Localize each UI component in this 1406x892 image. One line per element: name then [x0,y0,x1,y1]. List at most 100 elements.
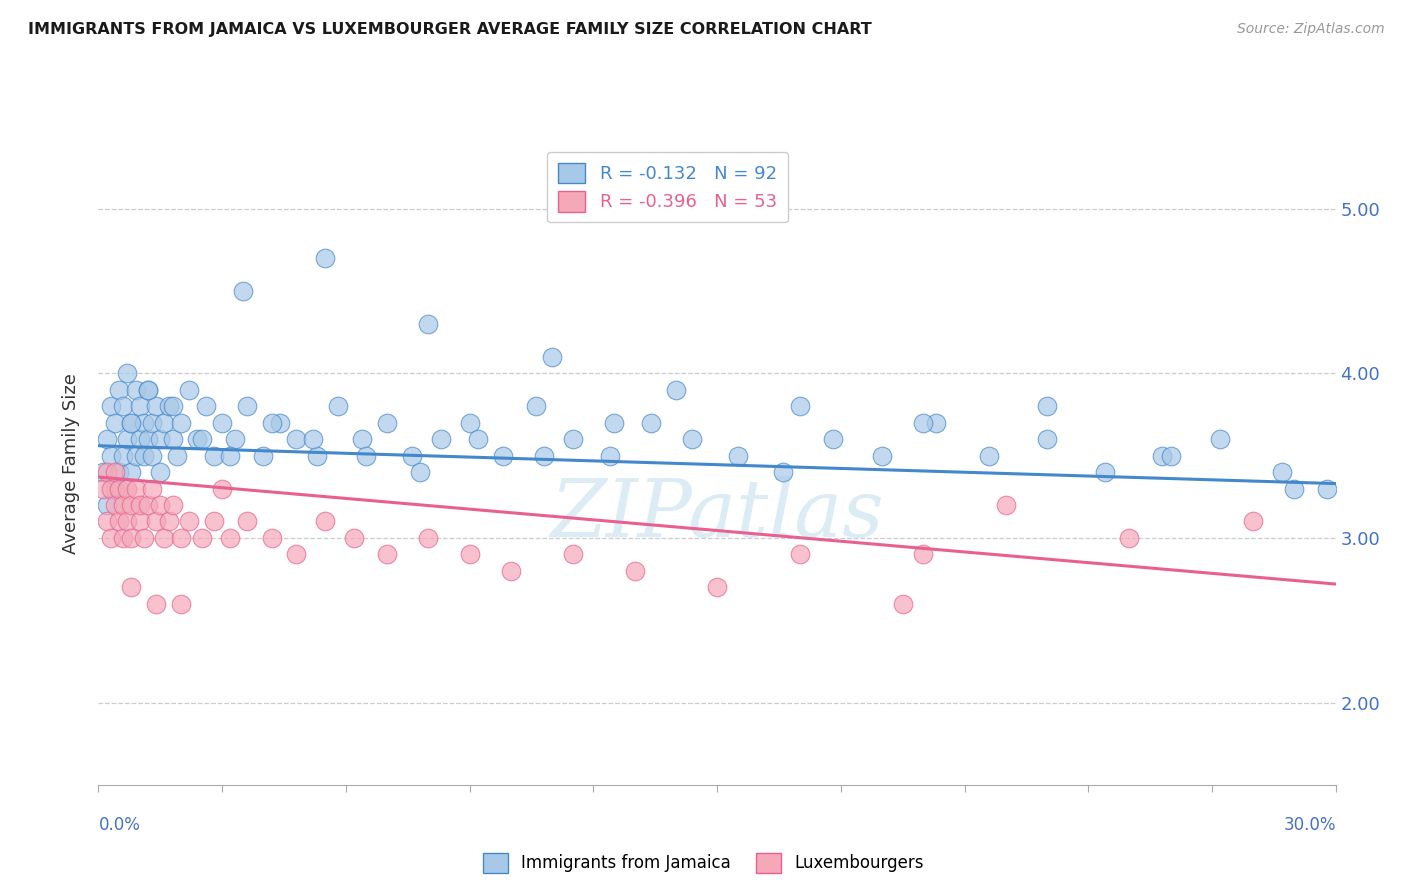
Point [170,597,193,611]
Point [870,449,893,463]
Point [120,580,142,594]
Point [145,399,167,413]
Point [117,482,139,496]
Point [409,465,432,479]
Point [211,416,233,430]
Point [211,482,233,496]
Point [232,284,254,298]
Point [458,548,481,562]
Point [153,531,176,545]
Point [305,449,328,463]
Point [561,432,583,446]
Point [132,449,155,463]
Point [149,465,172,479]
Point [145,597,167,611]
Point [302,432,325,446]
Point [912,548,935,562]
Point [91,465,114,479]
Point [236,515,259,529]
Point [1036,399,1059,413]
Point [706,580,728,594]
Text: Source: ZipAtlas.com: Source: ZipAtlas.com [1237,22,1385,37]
Point [224,432,246,446]
Point [219,449,242,463]
Point [343,531,366,545]
Y-axis label: Average Family Size: Average Family Size [62,374,80,554]
Point [157,399,180,413]
Point [665,383,688,397]
Point [499,564,522,578]
Point [190,432,212,446]
Text: 0.0%: 0.0% [98,816,141,834]
Point [467,432,489,446]
Point [162,432,184,446]
Point [314,515,336,529]
Point [112,531,135,545]
Point [100,482,122,496]
Point [375,416,398,430]
Point [120,465,142,479]
Point [640,416,662,430]
Point [108,515,131,529]
Point [124,383,146,397]
Point [186,432,208,446]
Point [912,416,935,430]
Point [924,416,946,430]
Point [128,432,150,446]
Point [603,416,626,430]
Point [1271,465,1294,479]
Point [429,432,451,446]
Point [260,416,283,430]
Point [1316,482,1339,496]
Point [599,449,621,463]
Point [104,465,127,479]
Point [1160,449,1182,463]
Point [285,432,308,446]
Point [136,383,159,397]
Point [821,432,844,446]
Point [260,531,283,545]
Point [153,416,176,430]
Point [194,399,217,413]
Point [352,432,374,446]
Point [100,399,122,413]
Point [179,515,201,529]
Point [120,416,142,430]
Point [356,449,378,463]
Point [418,531,440,545]
Point [136,432,159,446]
Point [108,383,131,397]
Point [401,449,423,463]
Point [418,317,440,331]
Point [104,498,127,512]
Point [1284,482,1306,496]
Point [1036,432,1059,446]
Legend: R = -0.132   N = 92, R = -0.396   N = 53: R = -0.132 N = 92, R = -0.396 N = 53 [547,152,787,222]
Point [236,399,259,413]
Point [681,432,703,446]
Point [772,465,794,479]
Point [136,498,159,512]
Point [124,449,146,463]
Point [100,531,122,545]
Point [202,449,225,463]
Point [190,531,212,545]
Point [96,432,118,446]
Point [979,449,1001,463]
Point [458,416,481,430]
Point [104,482,127,496]
Point [108,465,131,479]
Point [104,416,127,430]
Point [727,449,749,463]
Text: ZIPatlas: ZIPatlas [550,476,884,554]
Point [202,515,225,529]
Point [219,531,242,545]
Point [1118,531,1140,545]
Point [375,548,398,562]
Point [149,432,172,446]
Point [1241,515,1264,529]
Point [157,515,180,529]
Point [1152,449,1174,463]
Point [491,449,513,463]
Point [1209,432,1232,446]
